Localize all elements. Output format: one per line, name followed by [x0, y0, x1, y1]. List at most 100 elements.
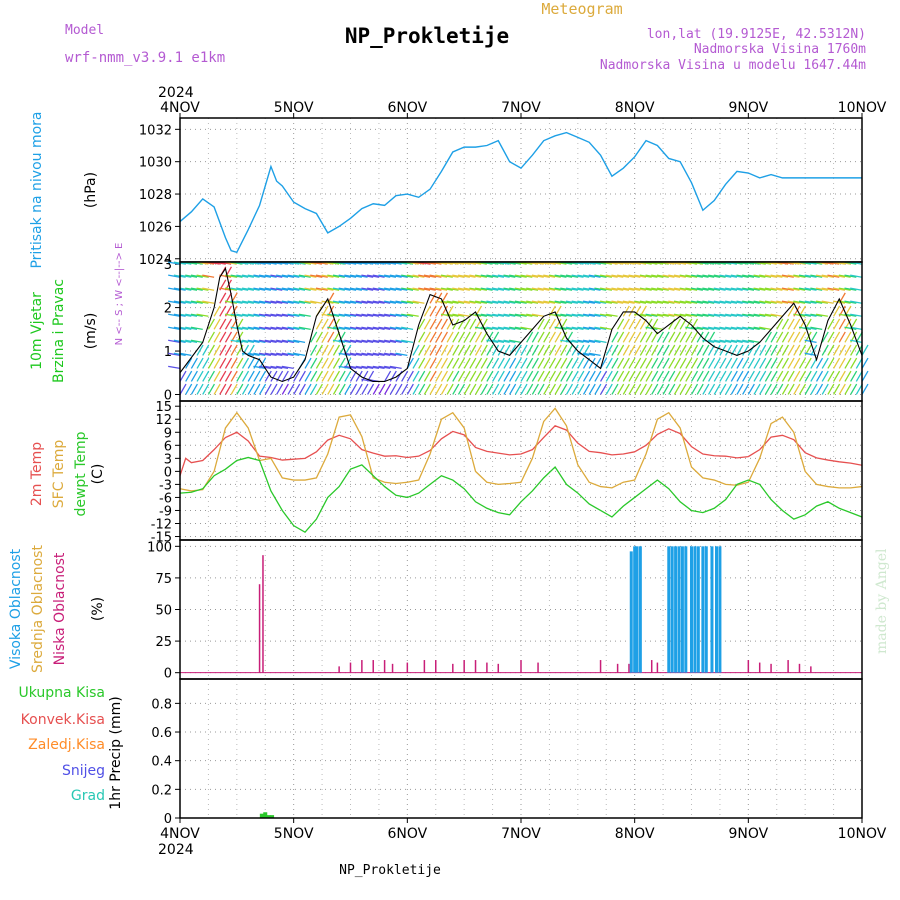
- wind-arrow: [480, 274, 493, 278]
- wind-arrow: [298, 300, 311, 304]
- wind-arrow: [247, 326, 260, 330]
- wind-arrow: [429, 383, 437, 395]
- wind-arrow: [571, 383, 579, 395]
- wind-arrow: [418, 331, 426, 343]
- wind-arrow: [298, 274, 311, 278]
- wind-arrow: [804, 287, 817, 291]
- wind-arrow: [264, 365, 277, 370]
- wind-arrow: [634, 344, 642, 356]
- wind-arrow: [759, 287, 772, 291]
- wind-arrow: [600, 313, 613, 317]
- wind-arrow: [531, 300, 544, 304]
- wind-arrow: [241, 313, 254, 317]
- wind-arrow: [793, 383, 801, 395]
- wind-arrow: [850, 357, 858, 369]
- wind-arrow: [736, 287, 749, 291]
- wind-arrow: [770, 313, 783, 317]
- wind-arrow: [713, 339, 726, 343]
- wind-arrow: [384, 370, 392, 382]
- wind-arrow: [401, 339, 414, 343]
- low-cloud-bar: [747, 660, 750, 673]
- wind-arrow: [457, 357, 466, 369]
- pressure-line: [179, 131, 862, 254]
- wind-arrow: [634, 331, 642, 343]
- wind-arrow: [537, 287, 550, 291]
- wind-arrow: [810, 370, 818, 382]
- bottom-day-label: 5NOV: [274, 826, 314, 842]
- wind-arrow: [787, 331, 795, 343]
- wind-arrow: [804, 326, 817, 330]
- wind-arrow: [435, 383, 443, 395]
- wind-arrow: [412, 370, 420, 382]
- wind-arrow: [452, 274, 465, 278]
- wind-arrow: [634, 287, 647, 291]
- wind-arrow: [588, 370, 596, 382]
- wind-arrow: [207, 344, 215, 356]
- y-tick-label: 15: [155, 400, 172, 415]
- wind-arrow: [457, 287, 470, 291]
- wind-arrow: [310, 370, 318, 382]
- panels: 102410261028103010320123-15-12-9-6-30369…: [139, 117, 869, 827]
- wind-arrow: [338, 313, 351, 317]
- wind-arrow: [742, 326, 755, 330]
- wind-arrow: [622, 370, 630, 382]
- high-cloud-bar: [701, 546, 705, 673]
- wind-arrow: [423, 331, 431, 343]
- low-cloud-bar: [423, 660, 426, 673]
- wind-arrow: [611, 287, 624, 291]
- wind-arrow: [389, 287, 402, 291]
- wind-arrow: [264, 339, 277, 343]
- wind-arrow: [179, 339, 192, 343]
- wind-arrow: [321, 383, 329, 395]
- wind-arrow: [690, 383, 699, 395]
- wind-arrow: [850, 300, 863, 304]
- wind-arrow: [389, 365, 402, 370]
- wind-arrow: [440, 331, 448, 343]
- wind-arrow: [384, 365, 397, 370]
- wind-arrow: [179, 274, 192, 278]
- wind-arrow: [725, 326, 738, 330]
- wind-arrow: [810, 274, 823, 278]
- wind-arrow: [554, 344, 562, 356]
- wind-arrow: [736, 274, 749, 278]
- wind-arrow: [582, 383, 591, 395]
- wind-arrow: [702, 383, 710, 395]
- wind-arrow: [639, 287, 652, 291]
- low-cloud-bar: [406, 662, 409, 673]
- wind-arrow: [588, 287, 601, 291]
- low-cloud-bar: [758, 662, 761, 673]
- y-tick-label: 0.8: [151, 697, 172, 712]
- wind-arrow: [827, 344, 835, 356]
- wind-arrow: [230, 287, 243, 291]
- wind-arrow: [293, 383, 301, 395]
- wind-arrow: [690, 313, 703, 317]
- wind-arrow: [196, 383, 204, 395]
- wind-arrow: [395, 313, 408, 317]
- wind-arrow: [202, 300, 215, 304]
- wind-arrow: [247, 357, 255, 369]
- wind-arrow: [776, 370, 784, 382]
- wind-arrow: [571, 326, 584, 330]
- wind-arrow: [304, 357, 312, 369]
- wind-arrow: [747, 339, 760, 343]
- wind-arrow: [236, 370, 244, 382]
- wind-arrow: [628, 318, 636, 330]
- wind-arrow: [776, 331, 784, 343]
- wind-arrow: [605, 300, 618, 304]
- wind-arrow: [685, 357, 693, 369]
- wind-arrow: [247, 274, 260, 278]
- header: Model wrf-nmm_v3.9.1 e1km Meteogram NP_P…: [65, 0, 866, 73]
- wind-arrow: [230, 313, 243, 317]
- wind-arrow: [293, 339, 306, 343]
- wind-arrow: [611, 274, 624, 278]
- wind-arrow: [264, 287, 277, 291]
- wind-arrow: [634, 300, 647, 304]
- wind-arrow: [861, 370, 869, 382]
- wind-arrow: [236, 326, 249, 330]
- wind-arrow: [651, 344, 659, 356]
- wind-arrow: [753, 274, 766, 278]
- wind-arrow: [440, 313, 453, 317]
- wind-arrow: [276, 383, 284, 395]
- wind-arrow: [628, 370, 636, 382]
- wind-arrow: [366, 352, 380, 357]
